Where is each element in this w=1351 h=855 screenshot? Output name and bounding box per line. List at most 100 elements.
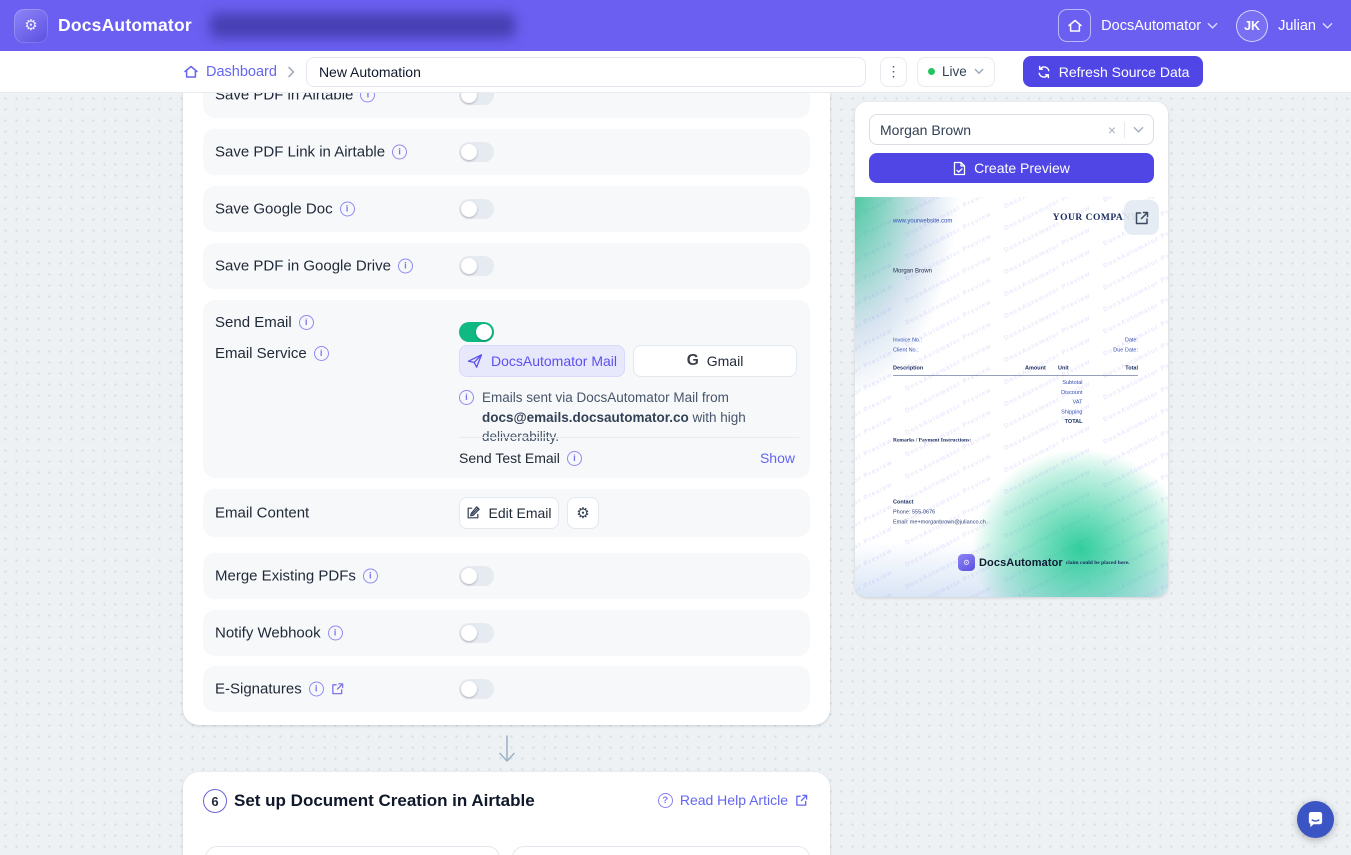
toggle-save-pdf-google-drive[interactable] — [459, 256, 494, 276]
doc-subtotal: Subtotal — [1062, 379, 1083, 386]
section-6-field-left[interactable] — [205, 846, 500, 855]
info-icon[interactable]: i — [397, 258, 413, 274]
section-6-field-right[interactable] — [512, 846, 810, 855]
clear-icon[interactable]: × — [1107, 121, 1116, 138]
setting-row-merge-existing-pdfs: Merge Existing PDFs i — [203, 553, 810, 599]
email-settings-gear-button[interactable]: ⚙ — [567, 497, 599, 529]
setting-label: Save PDF Link in Airtable — [215, 143, 386, 161]
doc-client-no-label: Client No.: — [893, 347, 919, 353]
home-icon — [1067, 19, 1082, 32]
service-docsautomator-mail-button[interactable]: DocsAutomator Mail — [459, 345, 625, 377]
divider — [1124, 121, 1125, 138]
automation-name-input[interactable] — [305, 56, 866, 87]
toggle-save-pdf-airtable[interactable] — [459, 93, 494, 105]
chevron-down-icon — [1207, 22, 1218, 29]
avatar[interactable]: JK — [1236, 9, 1269, 42]
setting-row-save-pdf-link-airtable: Save PDF Link in Airtable i — [203, 129, 810, 175]
preview-panel-card: × Create Preview DocsAutomator Preview D… — [855, 102, 1168, 597]
doc-email: Email: me+morganbrown@julianco.ch — [893, 519, 986, 525]
service-gmail-button[interactable]: G Gmail — [633, 345, 797, 377]
doc-brand-tail-text: claim could be placed here. — [1065, 559, 1130, 566]
doc-website: www.yourwebsite.com — [893, 217, 953, 224]
chevron-right-icon — [287, 66, 296, 78]
doc-invoice-no-label: Invoice No.: — [893, 337, 923, 343]
docsautomator-logo-icon: ⚙ — [958, 554, 975, 571]
external-link-icon — [1135, 211, 1148, 224]
live-status-select[interactable]: Live — [916, 56, 995, 87]
brand-wordmark: DocsAutomator — [58, 15, 192, 35]
setting-label: Email Content — [215, 504, 310, 522]
toggle-merge-existing-pdfs[interactable] — [459, 566, 494, 586]
toggle-save-google-doc[interactable] — [459, 199, 494, 219]
email-deliverability-note: i Emails sent via DocsAutomator Mail fro… — [459, 388, 807, 447]
kebab-icon: ⋮ — [886, 63, 901, 79]
service-option-label: Gmail — [706, 353, 744, 369]
refresh-source-data-button[interactable]: Refresh Source Data — [1022, 56, 1204, 87]
setting-label: E-Signatures — [215, 680, 302, 698]
chevron-down-icon — [1322, 22, 1333, 29]
toggle-save-pdf-link-airtable[interactable] — [459, 142, 494, 162]
breadcrumb-dashboard-link[interactable]: Dashboard — [183, 64, 277, 80]
record-combobox[interactable]: × — [869, 114, 1154, 145]
toggle-e-signatures[interactable] — [459, 679, 494, 699]
external-link-icon[interactable] — [331, 683, 344, 696]
info-icon[interactable]: i — [362, 568, 378, 584]
doc-col-total: Total — [1125, 365, 1138, 371]
chevron-down-icon — [974, 68, 984, 75]
home-button[interactable] — [1058, 9, 1092, 42]
more-options-button[interactable]: ⋮ — [879, 56, 907, 87]
info-icon[interactable]: i — [327, 625, 343, 641]
doc-phone: Phone: 555-0676 — [893, 509, 936, 515]
live-dot-icon — [927, 68, 935, 75]
toggle-send-email[interactable] — [459, 322, 494, 342]
info-icon[interactable]: i — [566, 450, 582, 466]
info-icon[interactable]: i — [308, 681, 324, 697]
record-select-input[interactable] — [870, 121, 1100, 138]
setting-label: Merge Existing PDFs — [215, 567, 356, 585]
doc-table-rule — [893, 375, 1138, 376]
chat-launcher-button[interactable] — [1297, 801, 1334, 838]
info-icon[interactable]: i — [392, 144, 408, 160]
chevron-down-icon[interactable] — [1125, 126, 1144, 134]
flow-down-arrow-icon — [499, 735, 515, 762]
doc-due-date-label: Due Date: — [1113, 347, 1138, 353]
note-text-2: with high deliverability. — [482, 409, 746, 445]
workspace-switcher[interactable]: DocsAutomator — [1101, 18, 1218, 34]
external-link-icon — [796, 794, 808, 806]
edit-email-button[interactable]: Edit Email — [459, 497, 559, 529]
doc-discount: Discount — [1061, 389, 1083, 396]
document-preview: DocsAutomator Preview DocsAutomator Prev… — [855, 197, 1168, 597]
info-icon[interactable]: i — [339, 201, 355, 217]
setting-label: Notify Webhook — [215, 624, 321, 642]
doc-date-label: Date: — [1124, 337, 1138, 343]
note-email: docs@emails.docsautomator.co — [482, 409, 689, 425]
header-right-group: DocsAutomator JK Julian — [1058, 9, 1333, 42]
info-icon: i — [459, 390, 474, 405]
setting-row-save-pdf-google-drive: Save PDF in Google Drive i — [203, 243, 810, 289]
setting-row-save-google-doc: Save Google Doc i — [203, 186, 810, 232]
send-email-section: Send Email i Email Service i DocsAutomator… — [203, 300, 810, 478]
info-icon[interactable]: i — [298, 315, 314, 330]
section-6-card: 6 Set up Document Creation in Airtable ?… — [183, 772, 830, 855]
chat-bubble-icon — [1308, 811, 1323, 827]
paper-plane-icon — [467, 354, 483, 368]
doc-col-amount: Amount — [1025, 365, 1046, 371]
info-icon[interactable]: i — [313, 346, 329, 361]
setting-row-email-content: Email Content Edit Email ⚙ — [203, 489, 810, 537]
breadcrumb-toolbar: Dashboard ⋮ Live Refresh Source Data — [0, 51, 1351, 93]
user-menu[interactable]: Julian — [1278, 18, 1333, 34]
toggle-notify-webhook[interactable] — [459, 623, 494, 643]
open-preview-button[interactable] — [1124, 200, 1159, 235]
edit-pencil-icon — [468, 506, 481, 519]
info-icon[interactable]: i — [360, 93, 376, 103]
show-test-email-link[interactable]: Show — [759, 450, 795, 466]
user-name: Julian — [1278, 17, 1316, 34]
content-area: Save PDF in Airtable i Save PDF Link in A… — [0, 93, 1351, 855]
read-help-article-link[interactable]: ? Read Help Article — [657, 792, 808, 808]
create-preview-button[interactable]: Create Preview — [869, 153, 1154, 183]
divider — [459, 437, 799, 438]
doc-shipping: Shipping — [1061, 408, 1083, 415]
refresh-icon — [1038, 65, 1050, 78]
note-text-1: Emails sent via DocsAutomator Mail from — [482, 390, 729, 405]
